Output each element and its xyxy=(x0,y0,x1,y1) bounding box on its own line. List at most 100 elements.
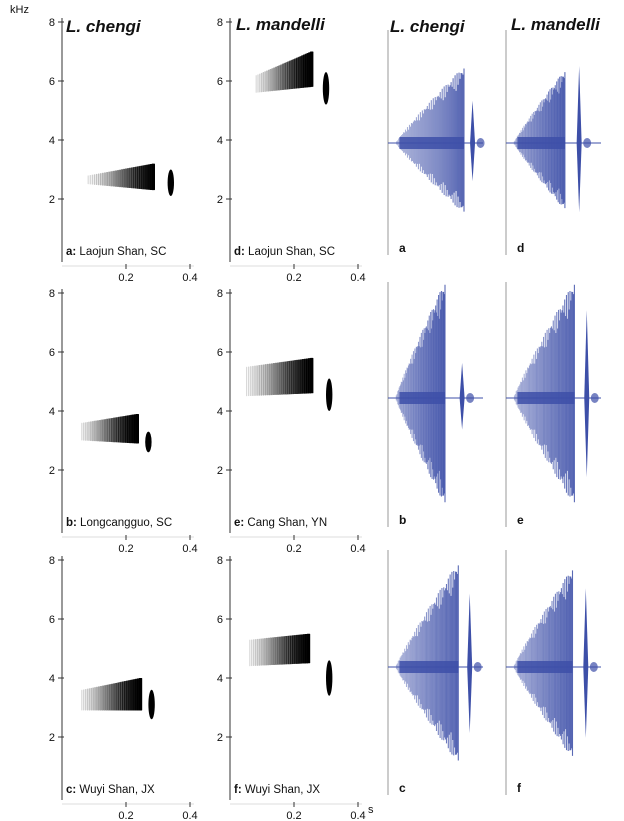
note-stripe xyxy=(264,364,267,396)
note-stripe xyxy=(84,422,87,441)
note-stripe xyxy=(109,684,112,711)
y-tick-label: 4 xyxy=(217,406,223,418)
x-tick-label: 0.4 xyxy=(182,543,197,555)
panel-label: b: Longcangguo, SC xyxy=(66,517,172,529)
note-stripe xyxy=(109,418,112,443)
note-stripe xyxy=(269,637,272,666)
note-stripe xyxy=(260,638,262,666)
note-stripe xyxy=(92,687,94,711)
note-stripe xyxy=(96,420,99,442)
note-stripe xyxy=(249,639,251,667)
x-unit-label: s xyxy=(368,804,374,816)
click-note xyxy=(145,431,152,453)
note-stripe xyxy=(278,65,281,91)
panel-label: c: Wuyi Shan, JX xyxy=(66,784,155,796)
y-tick-label: 4 xyxy=(49,135,55,147)
note-stripe xyxy=(93,420,96,442)
waveform-letter: e xyxy=(517,513,524,527)
note-stripe xyxy=(252,365,254,396)
note-stripe xyxy=(87,175,89,185)
note-stripe xyxy=(287,361,290,395)
note-stripe xyxy=(124,168,128,188)
panel-location: Laojun Shan, SC xyxy=(245,246,335,258)
note-stripe xyxy=(310,357,314,394)
text-layer: L. chengi L. mandelli L. chengi L. mande… xyxy=(10,4,601,816)
note-stripe xyxy=(81,422,83,441)
note-stripe xyxy=(274,362,278,395)
note-stripe xyxy=(274,66,277,91)
waveform-panel-d: d xyxy=(505,30,601,255)
note-stripe xyxy=(271,68,274,92)
waveform-letter: b xyxy=(399,513,406,527)
panel-letter: f: xyxy=(234,784,242,796)
y-tick-label: 6 xyxy=(217,614,223,626)
note-stripe xyxy=(120,169,123,188)
y-tick-label: 4 xyxy=(217,135,223,147)
note-stripe xyxy=(81,689,83,711)
note-stripe xyxy=(89,421,92,441)
note-stripe xyxy=(83,689,85,711)
note-stripe xyxy=(91,421,94,442)
y-tick-label: 6 xyxy=(49,347,55,359)
note-stripe xyxy=(275,636,278,665)
waveform-core xyxy=(399,137,464,149)
note-stripe xyxy=(106,171,109,186)
y-tick-label: 2 xyxy=(217,732,223,744)
note-stripe xyxy=(266,363,269,396)
note-stripe xyxy=(254,365,256,396)
y-unit-label: kHz xyxy=(10,4,29,16)
note-stripe xyxy=(97,686,100,711)
note-stripe xyxy=(118,169,121,188)
column-title-1: L. chengi xyxy=(66,17,142,36)
note-stripe xyxy=(273,637,276,665)
note-stripe xyxy=(86,688,89,711)
x-tick-label: 0.2 xyxy=(118,810,133,821)
waveform-click xyxy=(576,66,582,213)
note-stripe xyxy=(130,167,134,189)
note-stripe xyxy=(264,71,266,92)
column-title-4: L. mandelli xyxy=(511,15,601,34)
waveform-click xyxy=(583,588,589,738)
x-tick-label: 0.4 xyxy=(350,543,365,555)
y-tick-label: 8 xyxy=(217,17,223,29)
y-tick-label: 2 xyxy=(49,465,55,477)
y-tick-label: 2 xyxy=(49,732,55,744)
note-stripe xyxy=(100,419,103,442)
spectrogram-panel-c: 2 4 6 8 0.2 0.4 c: Wuyi Shan, JX xyxy=(49,555,198,821)
note-stripe xyxy=(108,171,111,187)
note-stripe xyxy=(254,639,257,666)
panel-location: Laojun Shan, SC xyxy=(76,246,166,258)
panel-letter: b: xyxy=(66,517,77,529)
waveform-letter: d xyxy=(517,241,524,255)
click-note xyxy=(167,169,174,197)
x-tick-label: 0.2 xyxy=(286,543,301,555)
note-stripe xyxy=(248,366,250,397)
y-tick-label: 8 xyxy=(49,288,55,300)
note-stripe xyxy=(267,637,270,666)
note-stripe xyxy=(272,363,275,396)
note-stripe xyxy=(281,361,284,395)
note-stripe xyxy=(99,173,102,186)
note-stripe xyxy=(262,638,264,666)
note-stripe xyxy=(281,63,285,90)
note-stripe xyxy=(260,364,263,396)
waveform-tail xyxy=(476,138,485,148)
panel-letter: a: xyxy=(66,246,76,258)
spectrogram-panel-e: 2 4 6 8 0.2 0.4 e: Cang Shan, YN xyxy=(217,288,366,555)
note-stripe xyxy=(89,175,91,185)
column-title-2: L. mandelli xyxy=(236,15,326,34)
panel-label: f: Wuyi Shan, JX xyxy=(234,784,320,796)
y-tick-label: 2 xyxy=(217,465,223,477)
note-stripe xyxy=(107,418,110,442)
note-stripe xyxy=(268,363,271,396)
panel-location: Wuyi Shan, JX xyxy=(76,784,155,796)
note-stripe xyxy=(99,685,102,711)
note-stripe xyxy=(84,689,87,711)
waveform-core xyxy=(399,392,445,404)
note-stripe xyxy=(283,361,286,395)
note-stripe xyxy=(122,168,126,188)
waveform-tail xyxy=(589,662,598,672)
note-stripe xyxy=(262,364,265,396)
note-stripe xyxy=(98,419,101,442)
